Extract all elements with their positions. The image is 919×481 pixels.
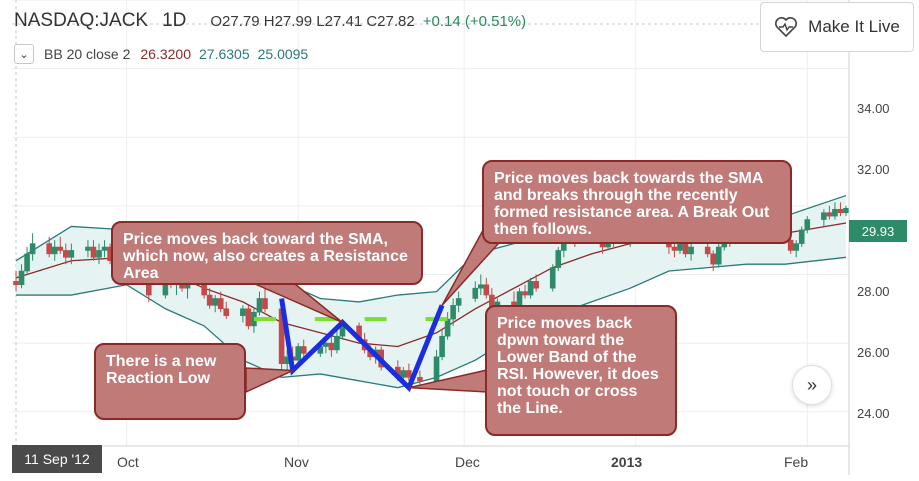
candle-body (85, 246, 91, 251)
candle-body (450, 305, 456, 320)
candle-body (444, 318, 451, 337)
candle-body (682, 243, 689, 255)
interval-label[interactable]: 1D (162, 10, 187, 31)
candle-body (223, 308, 230, 316)
price-label: 24.00 (857, 406, 890, 421)
candle-body (433, 356, 440, 382)
indicator-lower-value: 25.0095 (257, 46, 309, 62)
candle-body (46, 243, 53, 255)
candle-body (516, 291, 523, 306)
candle-body (57, 246, 64, 251)
candle-body (533, 281, 539, 289)
candle-body (62, 250, 69, 258)
candle-body (832, 208, 838, 217)
candle-body (417, 377, 423, 382)
candle-body (527, 281, 534, 296)
candle-body (798, 229, 805, 244)
resistance-mark (314, 317, 337, 322)
candle-body (804, 219, 811, 231)
candle-body (472, 287, 479, 299)
candle-body (455, 298, 462, 306)
candle-body (245, 308, 252, 327)
candle-body (96, 250, 102, 258)
callout-reaction-low: There is a new Reaction Low (94, 343, 246, 420)
candle-body (704, 246, 711, 255)
candle-body (262, 298, 268, 310)
candle-body (477, 284, 484, 289)
pointer-reaction-low (245, 367, 293, 394)
candle-body (101, 246, 108, 251)
double-chevron-right-icon[interactable]: » (792, 365, 832, 405)
callout-lower-band: Price moves back dpwn toward the Lower B… (485, 305, 677, 436)
time-label: Dec (455, 454, 480, 470)
last-price-badge: 29.93 (849, 220, 907, 242)
candle-body (18, 270, 25, 286)
symbol-name[interactable]: NASDAQ:JACK (14, 10, 149, 31)
candle-body (240, 308, 246, 316)
price-label: 28.00 (857, 284, 890, 299)
candle-body (29, 243, 36, 255)
candle-body (24, 253, 30, 272)
price-change: +0.14 (+0.51%) (422, 13, 527, 30)
callout-resistance: Price moves back toward the SMA, which n… (111, 221, 423, 285)
candle-body (787, 239, 794, 251)
symbol-line: NASDAQ:JACK 1D O27.79 H27.99 L27.41 C27.82… (14, 10, 526, 32)
candle-body (715, 246, 722, 265)
candle-body (217, 298, 224, 310)
candle-body (212, 298, 218, 306)
candle-body (671, 246, 678, 251)
indicator-name[interactable]: BB 20 close 2 (44, 46, 131, 62)
candle-body (334, 335, 340, 351)
candle-body (688, 246, 694, 255)
candle-body (206, 294, 213, 306)
price-label: 26.00 (857, 345, 890, 360)
time-label: Feb (784, 454, 809, 470)
price-label: 34.00 (857, 101, 890, 116)
candle-body (837, 208, 844, 214)
candle-body (90, 246, 97, 258)
time-label: 2013 (611, 454, 643, 470)
indicator-legend: ⌄ BB 20 close 2 26.3200 27.6305 25.0095 (14, 44, 308, 64)
candle-body (68, 250, 75, 258)
resistance-mark (364, 317, 387, 322)
candle-body (300, 346, 307, 354)
time-label: Nov (284, 454, 309, 470)
indicator-upper-value: 27.6305 (199, 46, 250, 62)
resistance-mark (254, 317, 276, 322)
candle-body (549, 267, 556, 289)
candle-body (793, 243, 800, 251)
candle-body (555, 250, 562, 268)
candle-body (483, 284, 490, 296)
candle-body (439, 335, 445, 358)
candle-body (821, 212, 827, 220)
candle-body (323, 342, 329, 347)
candle-body (295, 346, 302, 361)
candle-body (328, 342, 335, 351)
candle-body (710, 253, 717, 265)
candle-body (256, 298, 263, 313)
candle-body (13, 281, 19, 286)
candle-body (826, 212, 833, 217)
chevron-down-icon[interactable]: ⌄ (14, 44, 34, 64)
ohlc-values: O27.79 H27.99 L27.41 C27.82 (210, 13, 415, 30)
candle-body (522, 291, 528, 296)
crosshair-date-badge: 11 Sep '12 (12, 445, 102, 473)
heart-pulse-icon (775, 17, 798, 38)
price-label: 32.00 (857, 162, 890, 177)
make-it-live-label: Make It Live (808, 17, 900, 36)
candle-body (51, 246, 58, 255)
make-it-live-button[interactable]: Make It Live (760, 2, 914, 52)
callout-breakout: Price moves back towards the SMA and bre… (482, 160, 792, 244)
candle-body (400, 370, 407, 378)
candle-body (843, 207, 849, 214)
callout-pointers (245, 230, 500, 394)
indicator-basis-value: 26.3200 (140, 46, 191, 62)
candle-body (406, 370, 412, 378)
candle-body (677, 243, 683, 251)
time-label: Oct (117, 454, 139, 470)
